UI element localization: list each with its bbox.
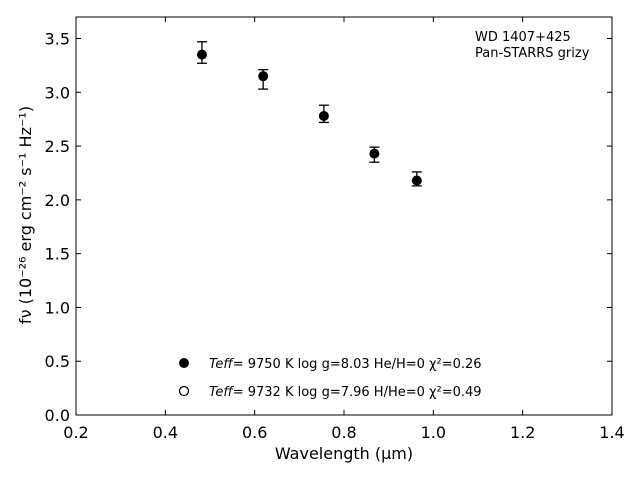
legend-entry-2: Teff= 9732 K log g=7.96 H/He=0 χ²=0.49 xyxy=(209,385,482,400)
y-tick-label: 0.5 xyxy=(45,352,70,371)
y-tick-label: 1.5 xyxy=(45,245,70,264)
x-tick-label: 0.8 xyxy=(331,423,356,442)
x-tick-label: 1.2 xyxy=(510,423,535,442)
legend-marker-open xyxy=(178,385,190,397)
x-tick-label: 0.4 xyxy=(153,423,178,442)
data-point xyxy=(369,148,380,159)
y-tick-label: 3.5 xyxy=(45,30,70,49)
x-tick-label: 0.2 xyxy=(63,423,88,442)
data-point xyxy=(196,49,207,60)
y-axis-label: fν (10⁻²⁶ erg cm⁻² s⁻¹ Hz⁻¹) xyxy=(16,106,35,324)
annotation-object-name: WD 1407+425 xyxy=(475,30,571,45)
plot-area xyxy=(75,16,613,416)
x-tick-label: 0.6 xyxy=(242,423,267,442)
legend-text-1: = 9750 K log g=8.03 He/H=0 χ²=0.26 xyxy=(233,357,482,372)
annotation: WD 1407+425 Pan-STARRS grizy xyxy=(475,30,590,61)
data-series xyxy=(196,41,422,187)
y-tick-label: 3.0 xyxy=(45,83,70,102)
x-tick-label: 1.0 xyxy=(421,423,446,442)
x-tick-label: 1.4 xyxy=(599,423,624,442)
y-axis: 0.0 0.5 1.0 1.5 2.0 2.5 3.0 3.5 xyxy=(45,30,612,425)
y-tick-label: 0.0 xyxy=(45,406,70,425)
legend-entry-1: Teff= 9750 K log g=8.03 He/H=0 χ²=0.26 xyxy=(209,357,482,372)
data-point xyxy=(258,71,269,82)
legend-teff-1: Teff xyxy=(209,357,234,372)
y-tick-label: 2.0 xyxy=(45,191,70,210)
x-axis-label: Wavelength (μm) xyxy=(275,444,413,463)
legend-text-2: = 9732 K log g=7.96 H/He=0 χ²=0.49 xyxy=(233,385,482,400)
annotation-survey-name: Pan-STARRS grizy xyxy=(475,46,590,61)
legend-teff-2: Teff xyxy=(209,385,234,400)
data-point xyxy=(411,175,422,186)
y-tick-label: 2.5 xyxy=(45,137,70,156)
x-axis: 0.2 0.4 0.6 0.8 1.0 1.2 1.4 xyxy=(63,17,625,442)
plot-frame xyxy=(75,16,613,416)
legend: Teff= 9750 K log g=8.03 He/H=0 χ²=0.26 T… xyxy=(178,357,482,400)
legend-marker-filled xyxy=(179,358,189,368)
y-tick-label: 1.0 xyxy=(45,298,70,317)
data-point xyxy=(318,110,329,121)
